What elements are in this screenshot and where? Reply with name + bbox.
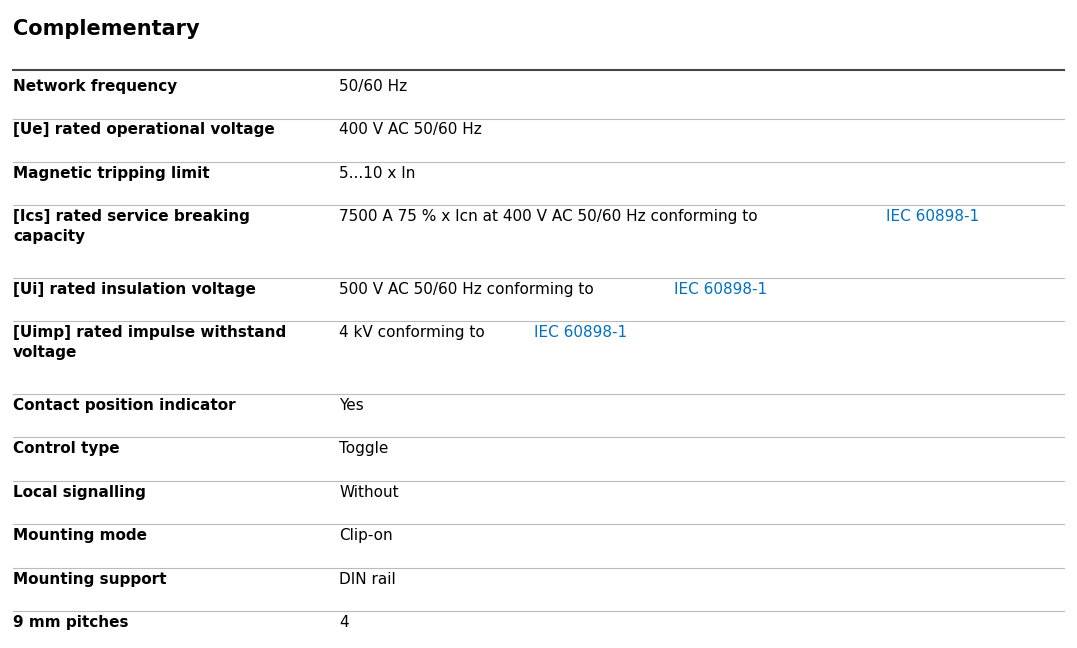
- Text: 9 mm pitches: 9 mm pitches: [13, 615, 128, 630]
- Text: Mounting mode: Mounting mode: [13, 528, 146, 543]
- Text: 5...10 x In: 5...10 x In: [339, 166, 416, 181]
- Text: 400 V AC 50/60 Hz: 400 V AC 50/60 Hz: [339, 122, 482, 137]
- Text: IEC 60898-1: IEC 60898-1: [885, 209, 979, 224]
- Text: Yes: Yes: [339, 398, 364, 413]
- Text: 7500 A 75 % x Icn at 400 V AC 50/60 Hz conforming to: 7500 A 75 % x Icn at 400 V AC 50/60 Hz c…: [339, 209, 763, 224]
- Text: Clip-on: Clip-on: [339, 528, 393, 543]
- Text: Control type: Control type: [13, 441, 120, 456]
- Text: Without: Without: [339, 485, 398, 500]
- Text: Mounting support: Mounting support: [13, 572, 167, 586]
- Text: IEC 60898-1: IEC 60898-1: [674, 282, 768, 297]
- Text: 50/60 Hz: 50/60 Hz: [339, 79, 407, 94]
- Text: Complementary: Complementary: [13, 19, 199, 40]
- Text: [Ui] rated insulation voltage: [Ui] rated insulation voltage: [13, 282, 256, 297]
- Text: 4: 4: [339, 615, 349, 630]
- Text: [Uimp] rated impulse withstand
voltage: [Uimp] rated impulse withstand voltage: [13, 325, 286, 360]
- Text: 4 kV conforming to: 4 kV conforming to: [339, 325, 490, 340]
- Text: Toggle: Toggle: [339, 441, 389, 456]
- Text: Local signalling: Local signalling: [13, 485, 145, 500]
- Text: 500 V AC 50/60 Hz conforming to: 500 V AC 50/60 Hz conforming to: [339, 282, 599, 297]
- Text: IEC 60898-1: IEC 60898-1: [533, 325, 627, 340]
- Text: Network frequency: Network frequency: [13, 79, 178, 94]
- Text: DIN rail: DIN rail: [339, 572, 396, 586]
- Text: Magnetic tripping limit: Magnetic tripping limit: [13, 166, 210, 181]
- Text: [Ics] rated service breaking
capacity: [Ics] rated service breaking capacity: [13, 209, 250, 244]
- Text: Contact position indicator: Contact position indicator: [13, 398, 236, 413]
- Text: [Ue] rated operational voltage: [Ue] rated operational voltage: [13, 122, 275, 137]
